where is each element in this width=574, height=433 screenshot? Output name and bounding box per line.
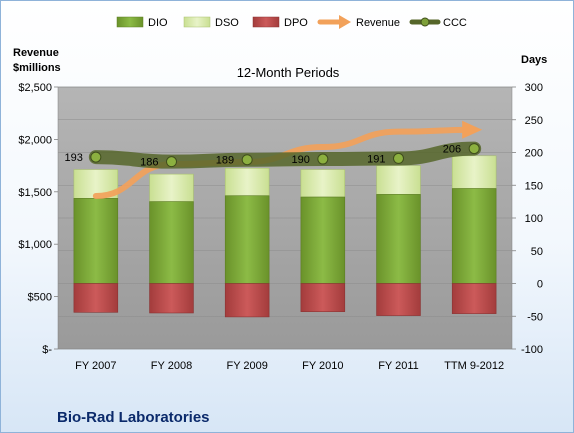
left-tick-label-3: $1,500 xyxy=(18,187,52,199)
bar-dio-5 xyxy=(451,188,497,284)
x-tick-label-5: TTM 9-2012 xyxy=(444,360,504,372)
ccc-label-3: 190 xyxy=(291,154,309,166)
ccc-point-0 xyxy=(90,151,102,163)
right-tick-label-0: -100 xyxy=(521,344,543,356)
right-tick-label-4: 100 xyxy=(525,213,543,225)
legend-swatch-dio xyxy=(116,16,144,28)
right-tick-label-6: 200 xyxy=(525,148,543,160)
right-tick-label-1: -50 xyxy=(527,311,543,323)
ccc-line xyxy=(88,141,482,169)
bar-dpo-5 xyxy=(451,283,497,314)
left-axis-ticks: $- $500 $1,000 $1,500 $2,000 $2,500 xyxy=(18,82,58,356)
ccc-label-2: 189 xyxy=(216,155,234,167)
legend-swatch-dso xyxy=(183,16,211,28)
ccc-point-1 xyxy=(166,156,177,168)
chart-subtitle: 12-Month Periods xyxy=(237,65,340,80)
ccc-label-1: 186 xyxy=(140,157,158,169)
series-lines: 193 186 189 190 191 206 xyxy=(64,120,483,199)
legend-label-revenue: Revenue xyxy=(356,17,400,29)
right-axis-ticks: -100 -50 0 50 100 150 200 250 300 xyxy=(512,82,543,356)
x-axis-ticks: FY 2007 FY 2008 FY 2009 FY 2010 FY 2011 TTM 9… xyxy=(75,360,504,372)
ccc-label-5: 206 xyxy=(443,144,461,156)
ccc-point-4 xyxy=(393,152,404,164)
left-tick-label-4: $2,000 xyxy=(18,134,52,146)
legend-label-ccc: CCC xyxy=(443,17,467,29)
bar-dio-2 xyxy=(224,195,270,284)
bar-dso-5 xyxy=(451,155,497,189)
ccc-label-0: 193 xyxy=(64,152,82,164)
bar-dio-3 xyxy=(300,196,346,284)
left-tick-label-2: $1,000 xyxy=(18,239,52,251)
ccc-point-5 xyxy=(468,143,480,155)
company-name: Bio-Rad Laboratories xyxy=(57,409,210,426)
ccc-point-3 xyxy=(317,153,329,165)
bar-dpo-0 xyxy=(73,283,119,313)
x-tick-label-1: FY 2008 xyxy=(151,360,192,372)
right-tick-label-8: 300 xyxy=(525,82,543,94)
bar-dso-3 xyxy=(300,169,346,198)
x-tick-label-4: FY 2011 xyxy=(378,360,419,372)
bar-dio-1 xyxy=(149,201,194,284)
left-tick-label-5: $2,500 xyxy=(18,82,52,94)
bar-dpo-3 xyxy=(300,283,346,312)
legend-swatch-dpo xyxy=(252,16,280,28)
left-tick-label-0: $- xyxy=(42,344,52,356)
legend-label-dso: DSO xyxy=(215,17,239,29)
right-axis-title: Days xyxy=(521,54,547,66)
right-tick-label-7: 250 xyxy=(525,115,543,127)
ccc-label-4: 191 xyxy=(367,153,385,165)
right-tick-label-2: 0 xyxy=(537,279,543,291)
bar-dio-0 xyxy=(73,198,119,284)
left-axis-title-line-1: Revenue xyxy=(13,47,59,59)
bar-dpo-1 xyxy=(149,283,194,314)
bar-dpo-4 xyxy=(376,283,421,316)
right-tick-label-3: 50 xyxy=(531,246,543,258)
bar-dso-1 xyxy=(149,173,194,202)
legend-swatch-revenue xyxy=(317,15,351,29)
legend-swatch-ccc xyxy=(409,17,441,27)
left-tick-label-1: $500 xyxy=(28,292,52,304)
x-tick-label-2: FY 2009 xyxy=(226,360,267,372)
bars xyxy=(73,155,497,318)
bar-dso-4 xyxy=(376,165,421,195)
bar-dso-2 xyxy=(224,167,270,197)
x-tick-label-0: FY 2007 xyxy=(75,360,116,372)
bar-dio-4 xyxy=(376,194,421,284)
legend-label-dio: DIO xyxy=(148,17,168,29)
legend: DIO DSO DPO Revenue CCC xyxy=(116,15,467,29)
bar-dpo-2 xyxy=(224,283,270,318)
revenue-arrowhead xyxy=(462,120,483,139)
ccc-point-2 xyxy=(241,154,253,166)
x-tick-label-3: FY 2010 xyxy=(302,360,343,372)
right-tick-label-5: 150 xyxy=(525,180,543,192)
legend-label-dpo: DPO xyxy=(284,17,308,29)
left-axis-title-line-2: $millions xyxy=(13,62,61,74)
